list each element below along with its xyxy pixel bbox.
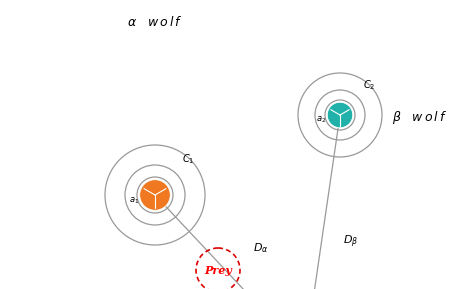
Circle shape: [327, 102, 353, 128]
Text: $a_2$: $a_2$: [316, 114, 327, 125]
Text: $D_\beta$: $D_\beta$: [343, 234, 358, 250]
Text: $C_2$: $C_2$: [363, 78, 375, 92]
Text: $\beta$   $w\,o\,l\,f$: $\beta$ $w\,o\,l\,f$: [392, 110, 447, 127]
Text: Prey: Prey: [204, 264, 232, 275]
Text: $\alpha$   $w\,o\,l\,f$: $\alpha$ $w\,o\,l\,f$: [127, 15, 183, 29]
Text: $a_1$: $a_1$: [128, 195, 139, 206]
Circle shape: [140, 180, 170, 210]
Text: $C_1$: $C_1$: [182, 152, 195, 166]
Text: $D_\alpha$: $D_\alpha$: [253, 241, 269, 255]
